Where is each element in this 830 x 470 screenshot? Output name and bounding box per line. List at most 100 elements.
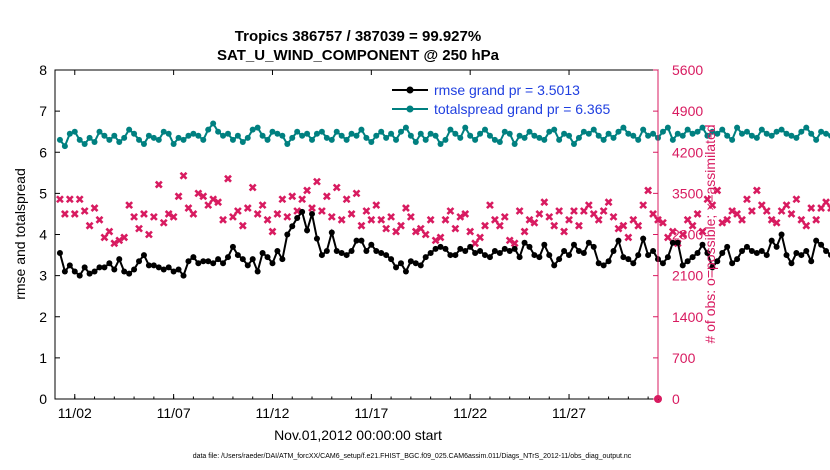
legend-label: totalspread grand pr = 6.365 (434, 101, 611, 117)
assimilated-marker (678, 230, 687, 239)
rmse-point (615, 237, 622, 244)
spread-point (748, 132, 755, 139)
y-right-tick-label: 2100 (672, 268, 703, 284)
spread-point (422, 136, 429, 143)
spread-point (526, 128, 533, 135)
assimilated-marker (95, 215, 104, 224)
assimilated-marker (229, 212, 237, 221)
assimilated-marker (515, 207, 524, 215)
assimilated-marker (337, 215, 346, 224)
spread-point (412, 138, 419, 145)
rmse-point (249, 256, 256, 263)
rmse-point (482, 252, 489, 259)
spread-point (368, 138, 375, 145)
rmse-point (501, 245, 508, 252)
rmse-point (536, 254, 543, 261)
rmse-point (684, 258, 691, 265)
rmse-point (61, 268, 68, 275)
spread-point (397, 128, 404, 135)
legend-label: rmse grand pr = 3.5013 (434, 82, 580, 98)
spread-point (71, 128, 78, 135)
rmse-point (798, 252, 805, 259)
spread-point (635, 136, 642, 143)
rmse-point (224, 254, 231, 261)
spread-point (521, 134, 528, 141)
rmse-point (56, 250, 63, 257)
rmse-point (585, 239, 592, 246)
assimilated-marker (619, 221, 628, 230)
assimilated-marker (594, 215, 603, 224)
spread-point (546, 128, 553, 135)
assimilated-marker (718, 218, 727, 227)
assimilated-marker (456, 212, 465, 221)
rmse-point (758, 247, 765, 254)
assimilated-marker (352, 189, 361, 198)
rmse-point (605, 258, 612, 265)
rmse-point (763, 252, 770, 259)
assimilated-marker (817, 204, 826, 212)
chart-title-line2: SAT_U_WIND_COMPONENT @ 250 hPa (217, 47, 500, 64)
spread-point (437, 141, 444, 148)
spread-point (378, 128, 385, 135)
assimilated-marker (303, 186, 311, 195)
rmse-point (333, 247, 340, 254)
spread-point (472, 136, 479, 143)
rmse-point (397, 260, 404, 267)
rmse-point (818, 241, 825, 248)
assimilated-marker (738, 215, 746, 224)
spread-point (684, 126, 691, 133)
spread-point (145, 132, 152, 139)
assimilated-marker (362, 207, 371, 215)
rmse-point (328, 229, 335, 236)
assimilated-marker (659, 218, 667, 227)
rmse-point (773, 243, 780, 250)
rmse-point (388, 256, 395, 263)
spread-point (407, 132, 414, 139)
assimilated-marker (574, 221, 583, 230)
spread-point (185, 132, 192, 139)
assimilated-marker (268, 227, 277, 236)
rmse-point (234, 252, 241, 259)
rmse-point (289, 223, 296, 230)
spread-point (753, 134, 760, 141)
rmse-point (748, 247, 755, 254)
spread-point (580, 128, 587, 135)
spread-point (610, 134, 617, 141)
assimilated-marker (589, 210, 598, 218)
spread-point (121, 134, 128, 141)
rmse-point (145, 262, 152, 269)
rmse-point (180, 272, 187, 279)
spread-point (220, 132, 227, 139)
rmse-point (229, 243, 236, 250)
assimilated-marker (461, 210, 470, 218)
assimilated-marker (703, 195, 712, 204)
rmse-point (76, 272, 83, 279)
spread-point (679, 132, 686, 139)
assimilated-marker (490, 215, 499, 224)
spread-point (813, 136, 820, 143)
spread-point (590, 126, 597, 133)
rmse-point (531, 252, 538, 259)
assimilated-marker (144, 230, 153, 239)
rmse-point (190, 254, 197, 261)
y-right-tick-label: 4200 (672, 144, 703, 160)
spread-point (704, 132, 711, 139)
y-right-tick-label: 4900 (672, 103, 703, 119)
rmse-point (625, 256, 632, 263)
rmse-point (714, 258, 721, 265)
rmse-point (823, 247, 830, 254)
spread-point (210, 120, 217, 127)
rmse-point (556, 256, 563, 263)
assimilated-marker (683, 215, 692, 224)
assimilated-marker (481, 221, 489, 230)
rmse-point (412, 260, 419, 267)
spread-point (823, 130, 830, 137)
assimilated-marker (159, 218, 168, 227)
rmse-point (160, 266, 167, 273)
spread-point (788, 132, 795, 139)
assimilated-marker (505, 236, 514, 245)
rmse-point (506, 247, 513, 254)
assimilated-marker (441, 215, 450, 224)
rmse-point (724, 243, 731, 250)
assimilated-marker (827, 204, 830, 212)
